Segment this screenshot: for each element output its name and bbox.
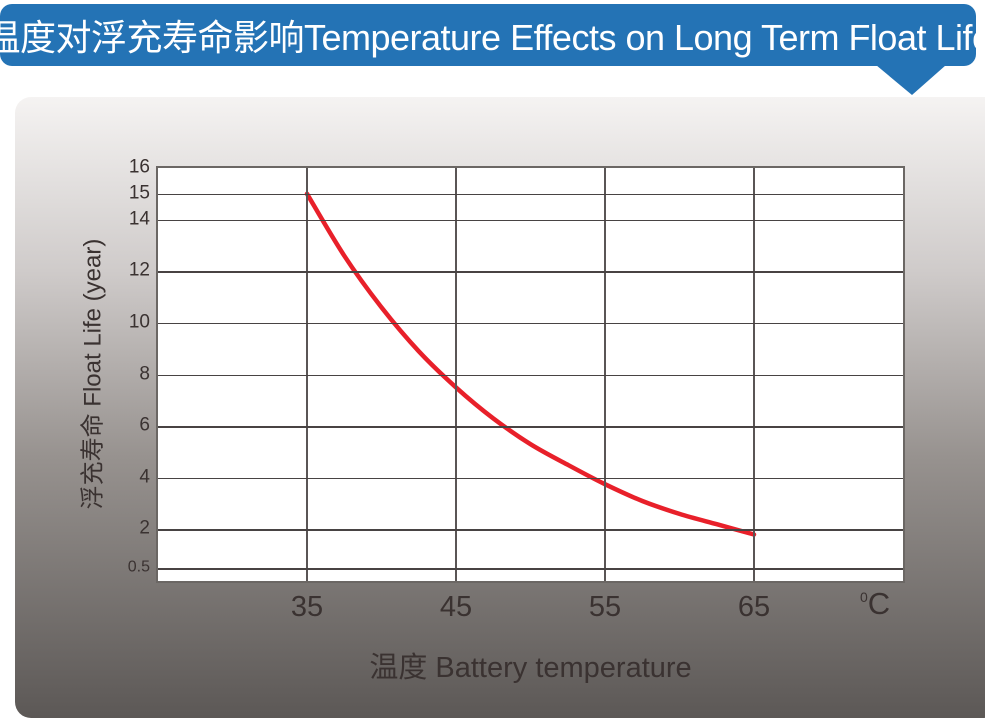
x-axis-label: 温度 Battery temperature [369,652,692,684]
y-axis-ticks: 16 15 14 12 10 8 6 4 2 0.5 [0,157,150,581]
banner-tail-shape [876,65,946,95]
x-axis-ticks: 35 45 55 65 [158,591,903,623]
x-tick-45: 45 [439,591,473,623]
float-life-curve [304,191,757,537]
x-axis-unit-superscript: 0 [860,589,868,605]
x-axis-unit: 0C [860,586,890,622]
y-tick-0.5: 0.5 [127,558,150,576]
x-tick-65: 65 [737,591,771,623]
gridline-y-8 [158,374,903,376]
y-tick-16: 16 [128,156,150,178]
gridline-y-12 [158,271,903,273]
y-tick-14: 14 [128,208,150,230]
plot-area [156,166,905,583]
y-tick-2: 2 [139,517,150,539]
gridline-y-15 [158,193,903,196]
y-tick-8: 8 [139,363,150,385]
y-tick-4: 4 [139,466,150,488]
gridline-y-10 [158,322,903,325]
title-banner: 温度对浮充寿命影响Temperature Effects on Long Ter… [0,4,985,66]
gridline-y-14 [158,219,903,222]
gridline-y-0.5 [158,568,903,570]
banner-tail-pointer [876,65,946,95]
x-tick-55: 55 [588,591,622,623]
gridline-y-6 [158,426,903,428]
page-title: 温度对浮充寿命影响Temperature Effects on Long Ter… [0,17,985,58]
y-tick-10: 10 [128,311,150,333]
gridline-y-4 [158,477,903,480]
y-tick-15: 15 [128,182,150,204]
y-tick-12: 12 [128,259,150,281]
x-tick-35: 35 [290,591,324,623]
float-life-curve-path [304,191,757,537]
y-tick-6: 6 [139,414,150,436]
x-axis-unit-symbol: C [867,586,891,621]
gridline-y-2 [158,529,903,531]
